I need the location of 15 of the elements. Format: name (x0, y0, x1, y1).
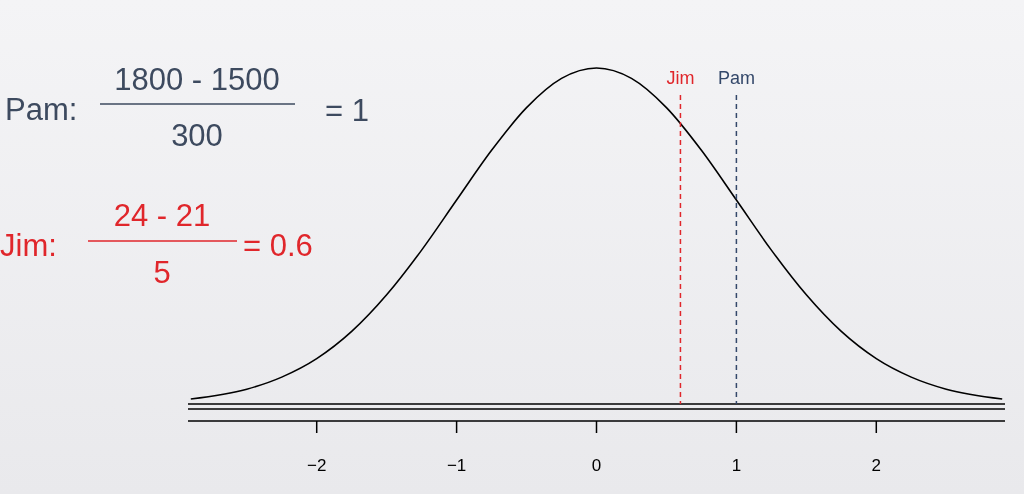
x-tick-label: −2 (307, 456, 327, 475)
annotation: 300 (171, 118, 223, 153)
x-tick-label: 0 (591, 456, 602, 475)
x-tick-label: 2 (871, 456, 882, 475)
ref-line-label: Jim (666, 68, 695, 88)
x-tick-label: 1 (731, 456, 742, 475)
annotation: = 0.6 (243, 228, 313, 263)
annotation: 24 - 21 (113, 198, 211, 233)
x-tick-label: −1 (446, 456, 467, 475)
text: 5 (153, 255, 171, 290)
ref-line-label: Pam (717, 68, 755, 88)
text: Jim: (0, 228, 57, 263)
annotation: 1800 - 1500 (114, 62, 280, 97)
annotation: = 1 (325, 93, 369, 128)
text: Pam: (5, 92, 78, 127)
